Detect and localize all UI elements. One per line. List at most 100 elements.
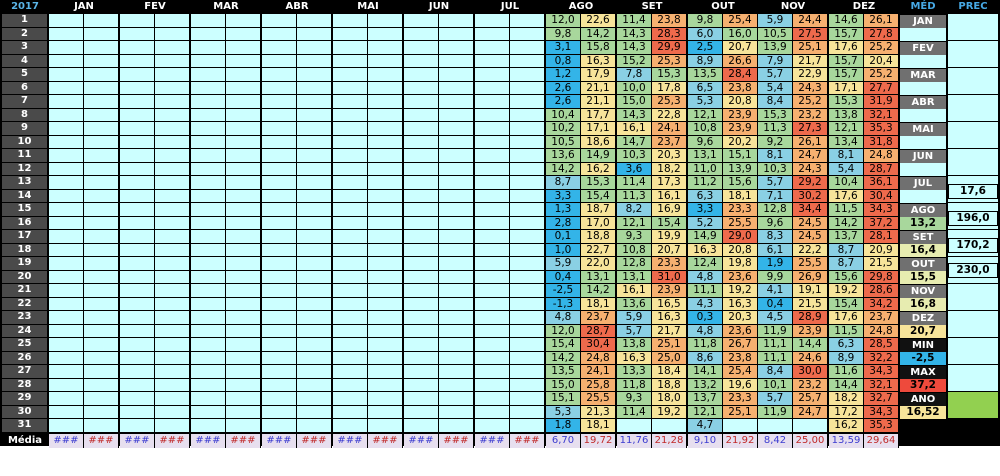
temp-cell-abr-max[interactable] [297, 176, 332, 190]
temp-cell-jul-min[interactable] [475, 351, 510, 365]
temp-cell-out-min[interactable]: 11,0 [688, 162, 723, 176]
temp-cell-nov-max[interactable]: 26,1 [793, 135, 828, 149]
temp-cell-fev-max[interactable] [155, 68, 190, 82]
temp-cell-mar-min[interactable] [191, 122, 226, 136]
temp-cell-jun-min[interactable] [404, 68, 439, 82]
temp-cell-ago-min[interactable]: 5,9 [546, 257, 581, 271]
temp-cell-mar-min[interactable] [191, 257, 226, 271]
temp-cell-mar-min[interactable] [191, 149, 226, 163]
temp-cell-nov-min[interactable]: 11,9 [758, 324, 793, 338]
temp-cell-abr-max[interactable] [297, 95, 332, 109]
temp-cell-dez-max[interactable]: 30,4 [864, 189, 899, 203]
temp-cell-mai-min[interactable] [333, 392, 368, 406]
temp-cell-out-min[interactable]: 12,1 [688, 405, 723, 419]
temp-cell-dez-max[interactable]: 32,2 [864, 351, 899, 365]
temp-cell-out-min[interactable]: 6,0 [688, 27, 723, 41]
temp-cell-abr-max[interactable] [297, 122, 332, 136]
temp-cell-mar-max[interactable] [226, 405, 261, 419]
temp-cell-set-max[interactable]: 22,8 [652, 108, 687, 122]
temp-cell-out-max[interactable]: 20,7 [723, 41, 758, 55]
temp-cell-jan-min[interactable] [49, 14, 84, 28]
temp-cell-dez-max[interactable]: 32,7 [864, 392, 899, 406]
temp-cell-jan-min[interactable] [49, 122, 84, 136]
temp-cell-jul-min[interactable] [475, 243, 510, 257]
temp-cell-fev-min[interactable] [120, 14, 155, 28]
temp-cell-jun-max[interactable] [439, 378, 474, 392]
temp-cell-mar-max[interactable] [226, 54, 261, 68]
temp-cell-mar-max[interactable] [226, 284, 261, 298]
temp-cell-jul-min[interactable] [475, 392, 510, 406]
temp-cell-fev-max[interactable] [155, 338, 190, 352]
temp-cell-fev-min[interactable] [120, 270, 155, 284]
temp-cell-fev-min[interactable] [120, 149, 155, 163]
temp-cell-dez-min[interactable]: 15,7 [829, 27, 864, 41]
temp-cell-jul-min[interactable] [475, 203, 510, 217]
temp-cell-ago-min[interactable]: 12,0 [546, 14, 581, 28]
temp-cell-jul-max[interactable] [510, 378, 545, 392]
temp-cell-jun-min[interactable] [404, 189, 439, 203]
temp-cell-dez-max[interactable]: 28,7 [864, 162, 899, 176]
temp-cell-ago-min[interactable]: 2,8 [546, 216, 581, 230]
temp-cell-nov-max[interactable]: 23,2 [793, 108, 828, 122]
temp-cell-jul-max[interactable] [510, 122, 545, 136]
temp-cell-jun-max[interactable] [439, 203, 474, 217]
temp-cell-mar-min[interactable] [191, 392, 226, 406]
temp-cell-jul-max[interactable] [510, 243, 545, 257]
temp-cell-nov-min[interactable]: 6,1 [758, 243, 793, 257]
temp-cell-mai-max[interactable] [368, 351, 403, 365]
temp-cell-dez-min[interactable]: 8,7 [829, 257, 864, 271]
temp-cell-mar-min[interactable] [191, 351, 226, 365]
prec-cell[interactable] [948, 149, 998, 176]
prec-value-ago[interactable]: 196,0 [948, 211, 998, 226]
temp-cell-ago-min[interactable]: 1,3 [546, 203, 581, 217]
temp-cell-ago-min[interactable]: 1,0 [546, 243, 581, 257]
temp-cell-abr-max[interactable] [297, 243, 332, 257]
temp-cell-ago-max[interactable]: 21,3 [581, 405, 616, 419]
temp-cell-mai-max[interactable] [368, 176, 403, 190]
temp-cell-jun-min[interactable] [404, 405, 439, 419]
temp-cell-mai-max[interactable] [368, 149, 403, 163]
temp-cell-jul-max[interactable] [510, 338, 545, 352]
temp-cell-abr-min[interactable] [262, 311, 297, 325]
temp-cell-ago-max[interactable]: 22,0 [581, 257, 616, 271]
temp-cell-mar-min[interactable] [191, 95, 226, 109]
temp-cell-dez-max[interactable]: 34,3 [864, 203, 899, 217]
temp-cell-jan-max[interactable] [84, 405, 119, 419]
temp-cell-jan-max[interactable] [84, 189, 119, 203]
temp-cell-jun-max[interactable] [439, 135, 474, 149]
temp-cell-out-min[interactable]: 5,2 [688, 216, 723, 230]
temp-cell-fev-min[interactable] [120, 81, 155, 95]
temp-cell-set-max[interactable]: 18,4 [652, 365, 687, 379]
temp-cell-mai-min[interactable] [333, 189, 368, 203]
temp-cell-mar-max[interactable] [226, 149, 261, 163]
temp-cell-set-max[interactable]: 25,3 [652, 95, 687, 109]
temp-cell-mai-max[interactable] [368, 54, 403, 68]
temp-cell-dez-min[interactable]: 19,2 [829, 284, 864, 298]
prec-cell[interactable] [948, 68, 998, 95]
prec-cell[interactable] [948, 122, 998, 149]
temp-cell-ago-min[interactable]: -1,3 [546, 297, 581, 311]
temp-cell-abr-max[interactable] [297, 81, 332, 95]
temp-cell-mai-max[interactable] [368, 162, 403, 176]
temp-cell-fev-min[interactable] [120, 284, 155, 298]
temp-cell-mai-max[interactable] [368, 365, 403, 379]
temp-cell-abr-max[interactable] [297, 392, 332, 406]
temp-cell-fev-max[interactable] [155, 81, 190, 95]
temp-cell-dez-max[interactable]: 27,8 [864, 27, 899, 41]
temp-cell-jan-max[interactable] [84, 81, 119, 95]
temp-cell-mar-max[interactable] [226, 311, 261, 325]
temp-cell-set-min[interactable]: 13,3 [617, 365, 652, 379]
temp-cell-nov-min[interactable]: 5,7 [758, 176, 793, 190]
temp-cell-fev-max[interactable] [155, 270, 190, 284]
temp-cell-mar-max[interactable] [226, 419, 261, 433]
temp-cell-set-max[interactable]: 18,0 [652, 392, 687, 406]
temp-cell-fev-max[interactable] [155, 135, 190, 149]
temp-cell-fev-max[interactable] [155, 378, 190, 392]
temp-cell-nov-min[interactable]: 10,1 [758, 378, 793, 392]
temp-cell-set-min[interactable]: 16,1 [617, 122, 652, 136]
temp-cell-out-min[interactable]: 8,6 [688, 351, 723, 365]
temp-cell-mar-min[interactable] [191, 338, 226, 352]
temp-cell-set-min[interactable]: 10,0 [617, 81, 652, 95]
temp-cell-abr-max[interactable] [297, 257, 332, 271]
temp-cell-dez-max[interactable]: 26,1 [864, 14, 899, 28]
